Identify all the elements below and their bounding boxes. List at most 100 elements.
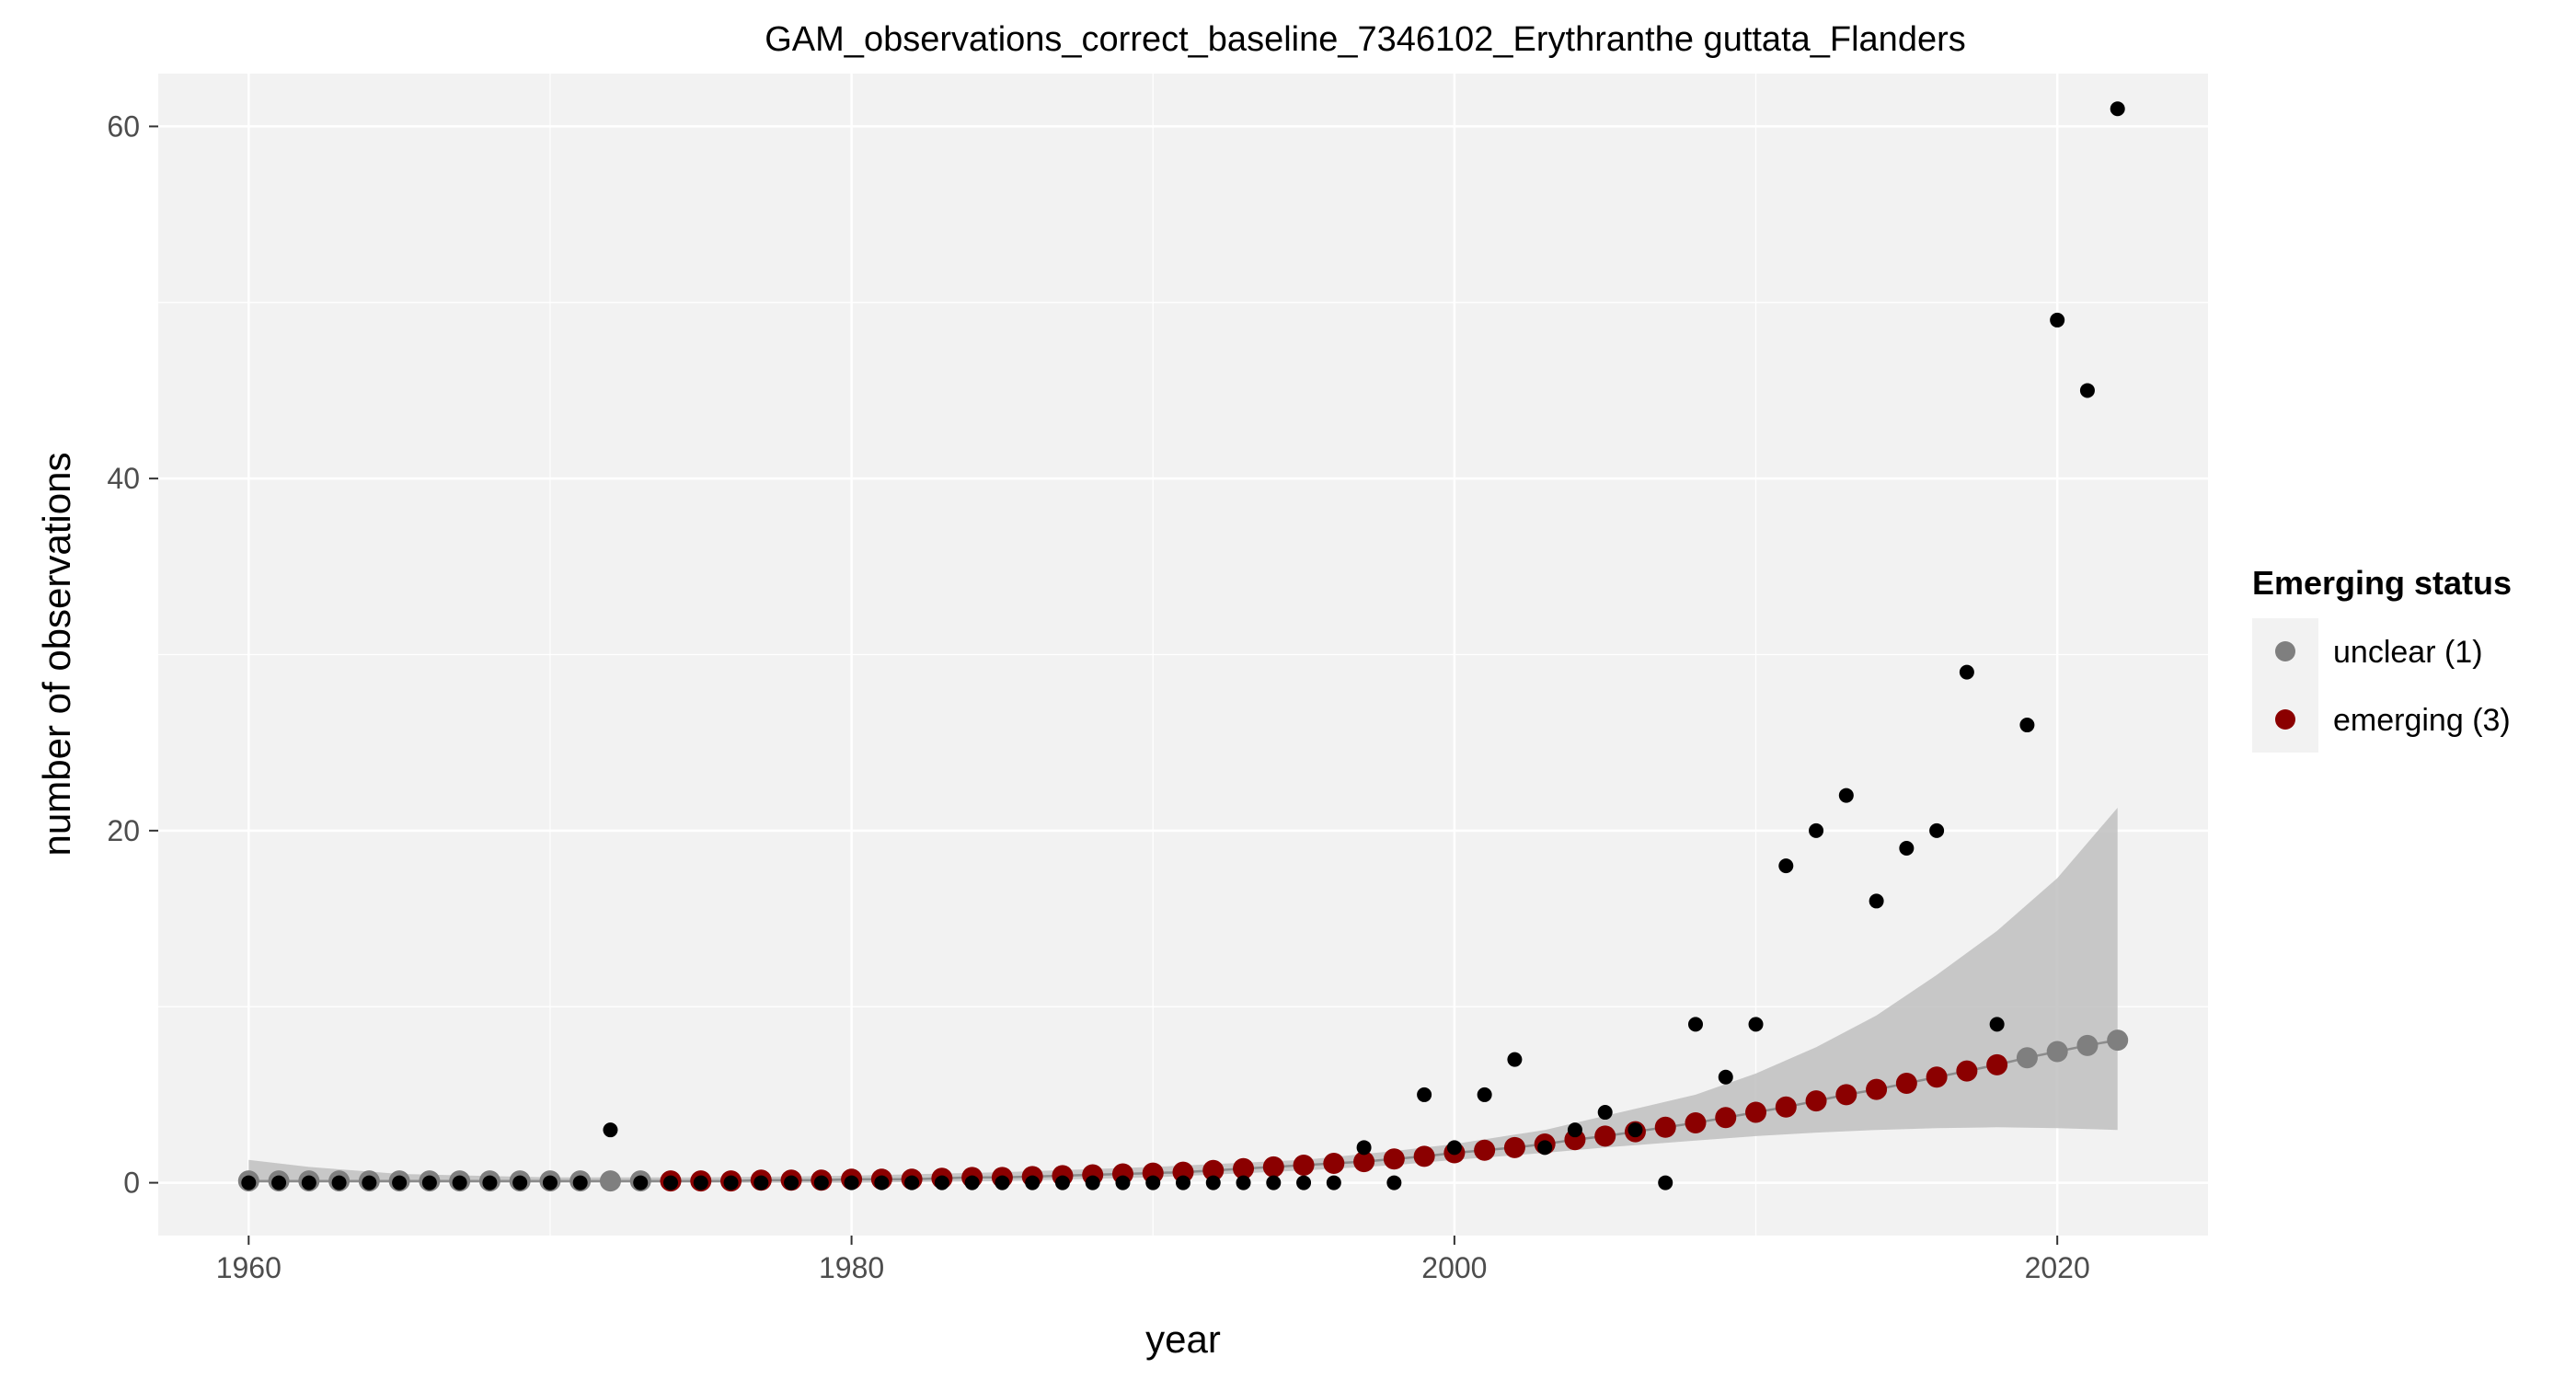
observed-point (1145, 1175, 1161, 1190)
smooth-point-emerging (1474, 1139, 1496, 1161)
observed-point (1446, 1140, 1462, 1156)
observed-point (1356, 1140, 1372, 1156)
observed-point (1869, 893, 1884, 909)
observed-point (693, 1175, 708, 1190)
observed-point (572, 1175, 588, 1190)
legend-label-unclear: unclear (1) (2333, 635, 2483, 670)
observed-point (1778, 858, 1794, 874)
smooth-point-emerging (1594, 1125, 1616, 1147)
x-axis-ticks: 1960 1980 2000 2020 (216, 1236, 2090, 1284)
observed-point (1326, 1175, 1341, 1190)
smooth-point-emerging (1775, 1096, 1797, 1118)
observed-point (904, 1175, 920, 1190)
y-tick-label: 0 (123, 1167, 140, 1200)
observed-point (1718, 1069, 1733, 1085)
observed-point (934, 1175, 949, 1190)
observed-point (2079, 383, 2095, 398)
legend-key-background (2252, 618, 2318, 753)
observed-points (241, 101, 2125, 1190)
y-tick-label: 40 (107, 462, 140, 495)
observed-point (603, 1122, 618, 1138)
observed-point (1989, 1017, 2005, 1032)
smooth-point-emerging (1323, 1153, 1345, 1175)
smooth-point-emerging (1866, 1078, 1888, 1100)
observed-point (1115, 1175, 1131, 1190)
x-tick-label: 2000 (1421, 1251, 1487, 1284)
smooth-point-emerging (1503, 1136, 1525, 1158)
smooth-point-unclear (2016, 1047, 2038, 1069)
smooth-point-emerging (1956, 1060, 1978, 1082)
observed-point (1658, 1175, 1673, 1190)
legend-title: Emerging status (2252, 564, 2512, 602)
observed-point (1417, 1087, 1432, 1102)
y-axis-ticks: 0 20 40 60 (107, 109, 158, 1200)
observed-point (753, 1175, 769, 1190)
observed-point (392, 1175, 408, 1190)
observed-point (331, 1175, 347, 1190)
smooth-point-emerging (1805, 1090, 1827, 1112)
smooth-point-unclear (2046, 1041, 2068, 1063)
observed-point (995, 1175, 1010, 1190)
observed-point (1205, 1175, 1221, 1190)
legend-label-emerging: emerging (3) (2333, 703, 2511, 738)
smooth-point-emerging (1895, 1072, 1917, 1094)
observed-point (421, 1175, 437, 1190)
observed-point (1025, 1175, 1041, 1190)
observed-point (1688, 1017, 1703, 1032)
observed-point (452, 1175, 467, 1190)
smooth-point-emerging (1172, 1161, 1194, 1183)
observed-point (2019, 718, 2035, 733)
observed-point (241, 1175, 257, 1190)
observed-point (512, 1175, 528, 1190)
observed-point (1477, 1087, 1492, 1102)
chart-title: GAM_observations_correct_baseline_734610… (765, 20, 1966, 59)
observed-point (301, 1175, 316, 1190)
legend: Emerging status unclear (1) emerging (3) (2252, 564, 2512, 753)
observed-point (1537, 1140, 1553, 1156)
observed-point (362, 1175, 377, 1190)
y-tick-label: 60 (107, 109, 140, 143)
observed-point (482, 1175, 498, 1190)
observed-point (1236, 1175, 1251, 1190)
observed-point (1296, 1175, 1312, 1190)
smooth-point-emerging (1262, 1156, 1284, 1178)
x-tick-label: 2020 (2025, 1251, 2090, 1284)
x-tick-label: 1960 (216, 1251, 282, 1284)
observed-point (874, 1175, 890, 1190)
smooth-point-emerging (1293, 1154, 1315, 1176)
observed-point (1567, 1122, 1582, 1138)
observed-point (1748, 1017, 1764, 1032)
observed-point (2050, 312, 2065, 328)
smooth-point-emerging (1202, 1159, 1225, 1181)
y-tick-label: 20 (107, 814, 140, 847)
observed-point (663, 1175, 678, 1190)
smooth-point-unclear (599, 1170, 621, 1192)
smooth-point-emerging (1383, 1148, 1405, 1170)
smooth-point-emerging (1353, 1151, 1375, 1173)
observed-point (1085, 1175, 1100, 1190)
smooth-point-emerging (1926, 1066, 1948, 1088)
smooth-point-emerging (1986, 1053, 2008, 1075)
smooth-point-emerging (1233, 1157, 1255, 1179)
smooth-point-emerging (1745, 1101, 1767, 1123)
legend-key-unclear (2275, 641, 2295, 661)
smooth-point-emerging (1835, 1084, 1857, 1106)
observed-point (1899, 841, 1915, 856)
observed-point (1266, 1175, 1282, 1190)
legend-key-emerging (2275, 709, 2295, 730)
smooth-point-emerging (1413, 1145, 1435, 1167)
observed-point (1507, 1052, 1523, 1067)
observed-point (1597, 1105, 1613, 1121)
observed-point (784, 1175, 799, 1190)
smooth-point-emerging (1715, 1107, 1737, 1129)
smooth-point-unclear (2107, 1029, 2129, 1052)
observed-point (1838, 788, 1854, 803)
smooth-point-emerging (1654, 1116, 1676, 1138)
smooth-point-unclear (2076, 1034, 2099, 1056)
x-tick-label: 1980 (819, 1251, 884, 1284)
observed-point (1627, 1122, 1643, 1138)
observed-point (2110, 101, 2125, 117)
observed-point (1929, 822, 1945, 838)
